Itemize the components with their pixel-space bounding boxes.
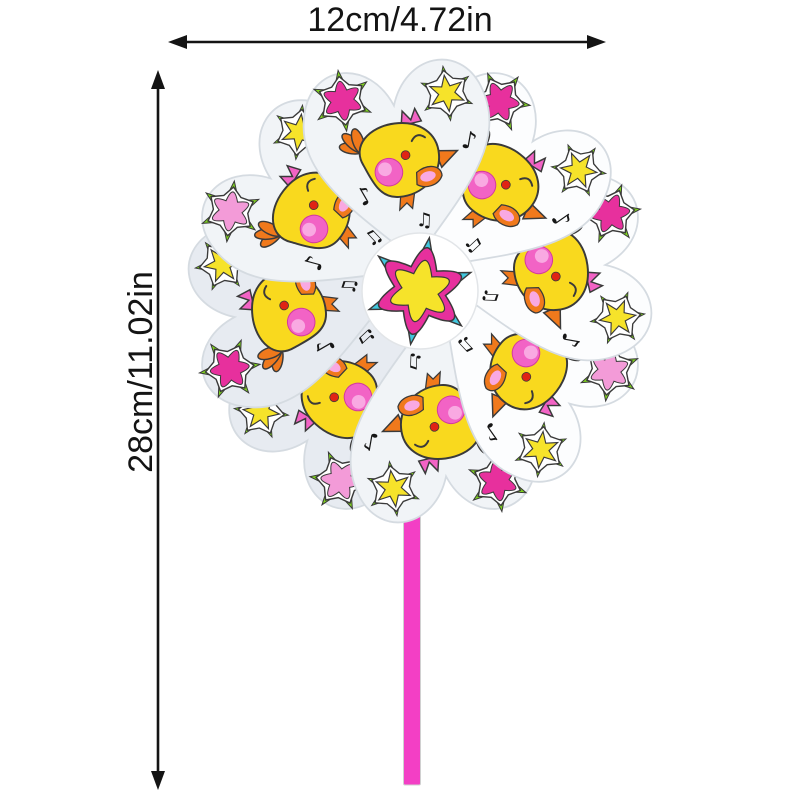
height-dimension: 28cm/11.02in [122,70,165,790]
width-arrow [168,35,606,49]
pinwheel [179,50,660,786]
height-arrow [151,70,165,790]
height-label: 28cm/11.02in [122,271,160,473]
width-label: 12cm/4.72in [307,1,492,39]
pinwheel-hub [361,228,479,354]
width-dimension: 12cm/4.72in [168,1,606,49]
pinwheel-stick [403,494,421,786]
